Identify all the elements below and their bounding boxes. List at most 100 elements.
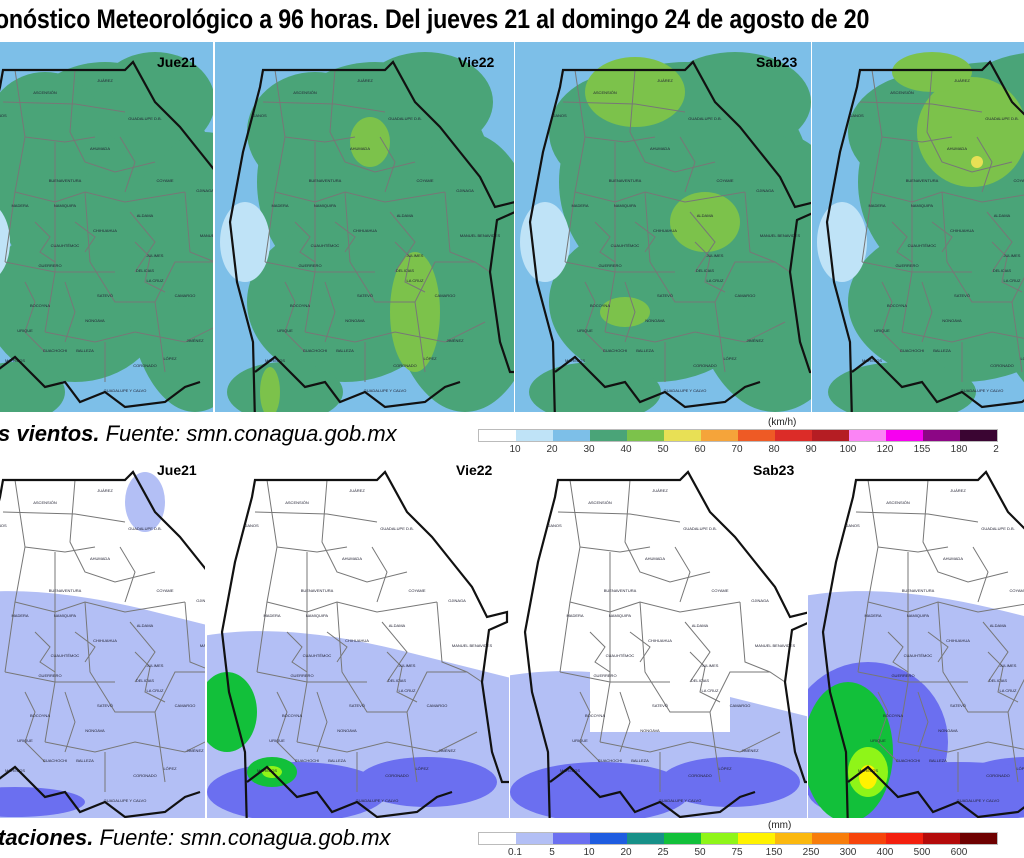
- legend-color-bar: [478, 429, 998, 442]
- municipality-label: BOCOYNA: [887, 303, 907, 308]
- municipality-label: JULIMES: [147, 663, 164, 668]
- municipality-label: GUACHOCHI: [603, 348, 627, 353]
- state-border: [825, 60, 1024, 412]
- municipality-label: JULIMES: [1004, 253, 1021, 258]
- municipality-label: DELICIAS: [136, 678, 155, 683]
- municipality-label: LÓPEZ: [718, 766, 732, 771]
- municipality-label: BALLEZA: [76, 348, 94, 353]
- municipality-label: JUÁREZ: [652, 488, 668, 493]
- municipality-label: BALLEZA: [631, 758, 649, 763]
- municipality-label: MADERA: [868, 203, 885, 208]
- municipality-label: COYAME: [416, 178, 433, 183]
- municipality-label: COYAME: [716, 178, 733, 183]
- municipality-label: MANUEL BENAVIDES: [460, 233, 501, 238]
- municipality-label: URIQUE: [577, 328, 593, 333]
- legend-color-bar: [478, 832, 998, 845]
- municipality-label: OJINAGA: [196, 188, 213, 193]
- municipality-label: DELICIAS: [136, 268, 155, 273]
- rain-field-5-20: [510, 757, 800, 818]
- legend-tick-label: 180: [950, 444, 968, 455]
- municipality-label: GUERRERO: [38, 263, 61, 268]
- legend-tick-label: 155: [913, 444, 931, 455]
- rain-day-label: Vie22: [456, 462, 493, 478]
- legend-swatch: [479, 430, 516, 441]
- wind-field-10-20: [220, 202, 270, 282]
- municipality-label: CHIHUAHUA: [946, 638, 970, 643]
- municipality-label: JANOS: [553, 113, 567, 118]
- legend-swatch: [553, 833, 590, 844]
- municipality-label: SATEVÓ: [349, 703, 365, 708]
- municipality-label: NAMIQUIPA: [306, 613, 328, 618]
- municipality-label: BALLEZA: [636, 348, 654, 353]
- municipality-label: OJINAGA: [456, 188, 474, 193]
- wind-field-10-20: [817, 202, 867, 282]
- municipality-label: GUADALUPE Y CALVO: [104, 388, 147, 393]
- municipality-label: CUAUHTÉMOC: [904, 653, 933, 658]
- municipality-label: URIQUE: [870, 738, 886, 743]
- municipality-label: CHIHUAHUA: [653, 228, 677, 233]
- wind-field-10-20: [520, 202, 570, 282]
- legend-swatch: [812, 430, 849, 441]
- legend-tick-label: 60: [694, 444, 706, 455]
- municipality-label: JIMÉNEZ: [446, 338, 464, 343]
- municipality-label: CUAUHTÉMOC: [908, 243, 937, 248]
- wind-map-dom24: ASCENSIÓN JUÁREZ JANOS AHUMADA GUADALUPE D.B…: [812, 42, 1024, 412]
- municipality-label: CAMARGO: [175, 703, 196, 708]
- municipality-label: JANOS: [253, 113, 267, 118]
- municipality-label: ASCENSIÓN: [33, 90, 57, 95]
- wind-caption-source: Fuente: smn.conagua.gob.mx: [99, 421, 397, 446]
- municipality-label: CUAUHTÉMOC: [606, 653, 635, 658]
- municipality-labels: ASCENSIÓN JUÁREZ JANOS AHUMADA GUADALUPE D.B…: [253, 78, 500, 393]
- municipality-label: SATEVÓ: [97, 293, 113, 298]
- municipality-label: BUENAVENTURA: [902, 588, 935, 593]
- municipality-label: ASCENSIÓN: [588, 500, 612, 505]
- legend-tick-label: 10: [509, 444, 521, 455]
- legend-swatch: [664, 430, 701, 441]
- legend-tick-label: 10: [583, 847, 595, 858]
- legend-tick-label: 5: [549, 847, 555, 858]
- legend-swatch: [738, 833, 775, 844]
- municipality-label: BALLEZA: [933, 348, 951, 353]
- legend-swatch: [960, 833, 997, 844]
- municipality-boundaries: [859, 69, 1024, 382]
- municipality-label: GUACHOCHI: [598, 758, 622, 763]
- municipality-label: AHUMADA: [342, 556, 362, 561]
- municipality-labels: ASCENSIÓN JUÁREZ JANOS AHUMADA GUADALUPE D.B…: [548, 488, 795, 803]
- municipality-label: BALLEZA: [929, 758, 947, 763]
- municipality-label: GUADALUPE D.B.: [380, 526, 414, 531]
- municipality-label: BOCOYNA: [282, 713, 302, 718]
- municipality-labels: ASCENSIÓN JUÁREZ JANOS AHUMADA GUADALUPE D.B…: [846, 488, 1024, 803]
- municipality-label: CAMARGO: [175, 293, 196, 298]
- municipality-label: MADERA: [571, 203, 588, 208]
- municipality-label: CHIHUAHUA: [648, 638, 672, 643]
- municipality-label: BUENAVENTURA: [309, 178, 342, 183]
- municipality-label: ASCENSIÓN: [886, 500, 910, 505]
- municipality-label: ALDAMA: [397, 213, 414, 218]
- municipality-label: MADERA: [566, 613, 583, 618]
- municipality-label: GUADALUPE D.B.: [683, 526, 717, 531]
- municipality-label: ALDAMA: [389, 623, 406, 628]
- municipality-label: JANOS: [0, 523, 7, 528]
- municipality-label: GUADALUPE D.B.: [128, 116, 162, 121]
- municipality-label: GUACHOCHI: [303, 348, 327, 353]
- rain-map-sab23: ASCENSIÓN JUÁREZ JANOS AHUMADA GUADALUPE D.B…: [510, 452, 807, 818]
- municipality-label: DELICIAS: [396, 268, 415, 273]
- municipality-label: CORONADO: [133, 773, 157, 778]
- municipality-label: AHUMADA: [90, 556, 110, 561]
- rain-caption-source: Fuente: smn.conagua.gob.mx: [93, 825, 391, 850]
- legend-tick-label: 500: [913, 847, 931, 858]
- municipality-label: JIMÉNEZ: [186, 338, 204, 343]
- rain-map-svg: ASCENSIÓN JUÁREZ JANOS AHUMADA GUADALUPE D.B…: [510, 452, 807, 818]
- state-border-south: [254, 355, 461, 409]
- municipality-boundaries: [2, 479, 205, 792]
- rain-day-label: Sab23: [753, 462, 795, 478]
- municipality-label: JUÁREZ: [357, 78, 373, 83]
- municipality-label: CHIHUAHUA: [353, 228, 377, 233]
- municipality-label: JULIMES: [399, 663, 416, 668]
- municipality-label: COYAME: [156, 178, 173, 183]
- municipality-label: JULIMES: [707, 253, 724, 258]
- municipality-label: COYAME: [408, 588, 425, 593]
- municipality-label: URIQUE: [277, 328, 293, 333]
- municipality-label: BOCOYNA: [290, 303, 310, 308]
- municipality-label: GUERRERO: [598, 263, 621, 268]
